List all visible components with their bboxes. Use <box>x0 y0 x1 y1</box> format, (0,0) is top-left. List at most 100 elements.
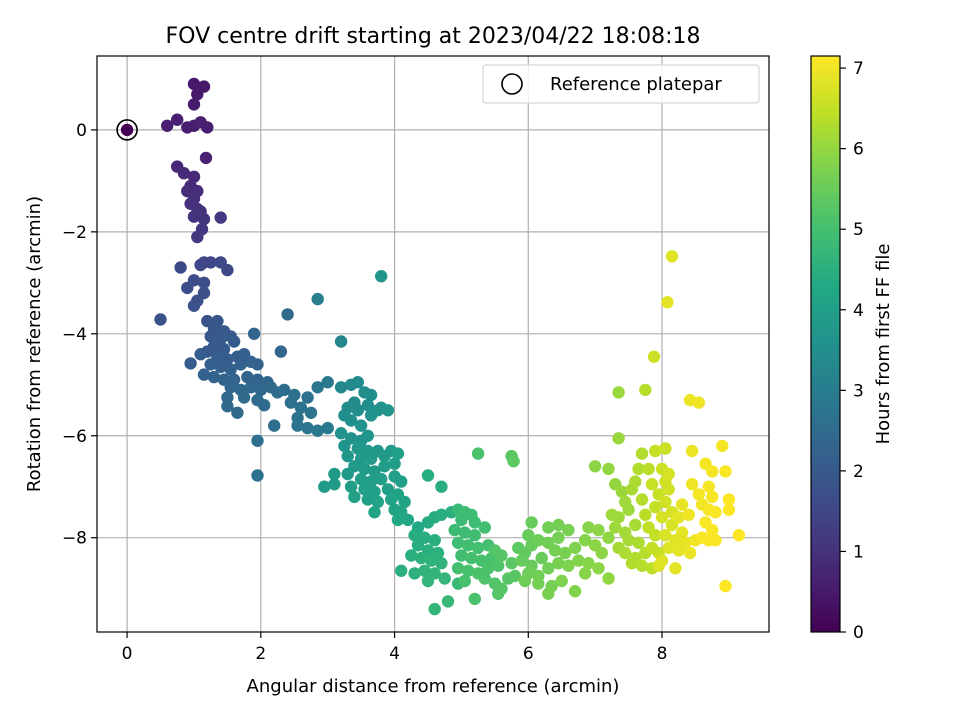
data-point <box>358 483 371 496</box>
colorbar-ticks: 0 1 2 3 4 5 6 7 <box>840 59 864 643</box>
data-point <box>364 388 378 402</box>
data-point <box>214 360 227 374</box>
data-point <box>197 212 211 226</box>
data-point <box>522 529 535 542</box>
x-axis-label: Angular distance from reference (arcmin) <box>247 676 620 697</box>
data-point <box>204 330 217 343</box>
data-point <box>471 447 485 460</box>
data-point <box>625 557 639 570</box>
data-point <box>187 210 201 223</box>
data-point <box>669 562 682 575</box>
data-point <box>194 258 207 272</box>
data-point <box>421 469 435 482</box>
data-point <box>706 490 719 504</box>
data-point <box>191 88 204 101</box>
data-point <box>683 546 697 560</box>
data-point <box>652 559 665 572</box>
data-point <box>692 488 705 501</box>
data-point <box>632 536 645 549</box>
x-tick-label: 6 <box>523 644 534 664</box>
data-point <box>251 469 264 482</box>
data-point <box>224 363 237 376</box>
data-point <box>508 569 522 583</box>
data-point <box>572 554 585 567</box>
colorbar-label: Hours from first FF file <box>873 244 894 445</box>
data-point <box>679 536 692 549</box>
data-point <box>428 602 441 616</box>
data-point <box>629 518 642 532</box>
data-point <box>311 292 324 306</box>
data-point <box>441 595 455 608</box>
data-point <box>411 539 425 552</box>
data-point <box>408 567 421 580</box>
data-point <box>525 516 538 529</box>
data-point <box>187 299 201 312</box>
data-point <box>177 167 191 180</box>
data-point <box>405 549 418 562</box>
data-point <box>401 513 415 527</box>
data-point <box>207 370 221 384</box>
data-point <box>515 554 528 567</box>
colorbar-tick-label: 7 <box>853 59 864 79</box>
colorbar-tick-label: 2 <box>853 462 864 482</box>
data-point <box>588 460 602 473</box>
data-point <box>562 523 575 537</box>
data-point <box>461 539 475 552</box>
data-point <box>592 523 605 537</box>
data-point <box>184 357 197 370</box>
data-point <box>465 551 478 565</box>
y-tick-label: −4 <box>62 325 87 345</box>
y-tick-label: 0 <box>76 121 87 141</box>
data-point <box>682 508 695 521</box>
data-point <box>451 562 465 575</box>
data-point <box>318 480 331 493</box>
chart-title: FOV centre drift starting at 2023/04/22 … <box>166 24 701 49</box>
data-point <box>311 424 324 437</box>
data-point <box>244 381 257 394</box>
data-point <box>395 475 408 488</box>
data-point <box>578 534 592 547</box>
data-point <box>692 396 705 409</box>
data-point <box>461 564 475 577</box>
data-point <box>251 434 264 447</box>
data-point <box>204 256 217 269</box>
data-point <box>341 449 354 463</box>
data-point <box>438 572 451 585</box>
data-point <box>191 230 204 244</box>
colorbar-tick-label: 4 <box>853 301 864 321</box>
data-point <box>468 592 481 606</box>
data-point <box>495 582 508 595</box>
data-point <box>702 534 715 547</box>
data-point <box>415 551 428 565</box>
data-point <box>154 313 167 326</box>
data-point <box>291 419 304 432</box>
data-point <box>706 465 719 478</box>
data-point <box>448 523 461 537</box>
data-point <box>321 376 334 389</box>
data-point <box>655 511 669 524</box>
data-point <box>706 523 719 537</box>
y-axis-label: Rotation from reference (arcmin) <box>24 196 45 492</box>
data-points <box>154 77 746 616</box>
data-point <box>622 503 635 516</box>
plot-frame <box>96 55 770 633</box>
data-point <box>542 562 555 575</box>
data-point <box>231 406 244 419</box>
data-point <box>334 335 348 348</box>
data-point <box>632 462 645 476</box>
data-point <box>468 516 481 529</box>
data-point <box>685 444 699 458</box>
data-point <box>622 534 635 547</box>
data-point <box>675 498 689 511</box>
data-point <box>649 500 662 514</box>
legend-box <box>482 64 760 104</box>
data-point <box>642 462 655 476</box>
colorbar-tick-label: 1 <box>853 542 864 562</box>
data-point <box>532 577 545 590</box>
data-point <box>615 485 629 498</box>
data-point <box>187 98 201 111</box>
data-point <box>458 574 471 588</box>
data-point <box>552 518 565 532</box>
data-point <box>647 350 661 363</box>
data-point <box>274 345 288 358</box>
